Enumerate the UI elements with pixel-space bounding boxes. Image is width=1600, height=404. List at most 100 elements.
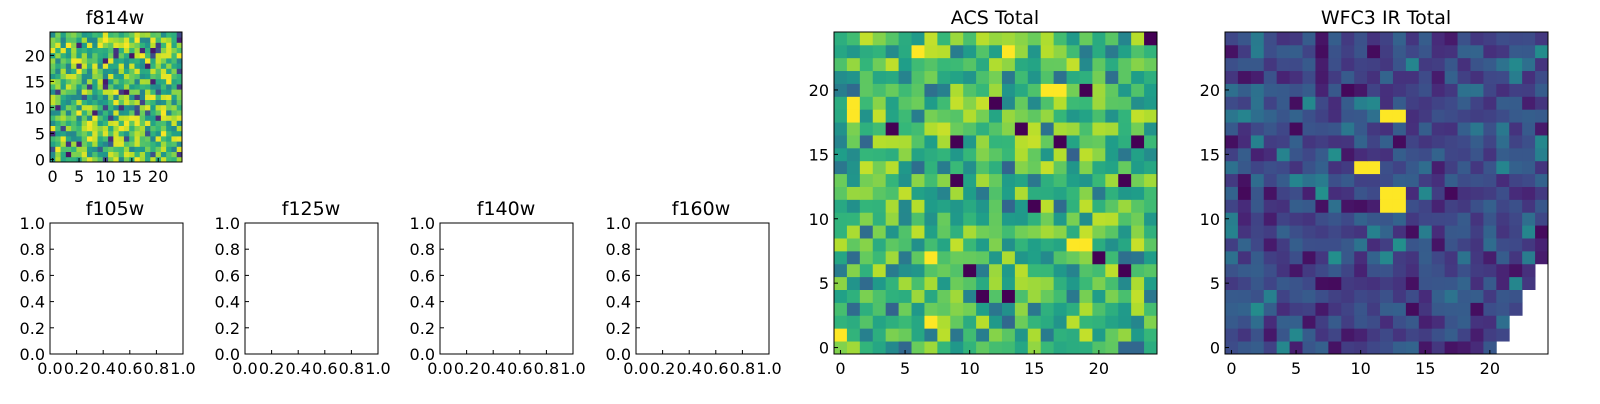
heatmap-cell (1053, 57, 1067, 72)
heatmap-cell (97, 115, 104, 121)
heatmap-cell (113, 52, 120, 59)
heatmap-cell (97, 130, 104, 137)
heatmap-cell (71, 52, 77, 59)
heatmap-cell (1405, 289, 1420, 303)
heatmap-cell (1131, 238, 1145, 252)
heatmap-cell (846, 57, 861, 72)
x-tick-label: 0.0 (37, 359, 62, 378)
heatmap-cell (1522, 44, 1536, 59)
heatmap-cell (846, 147, 861, 162)
heatmap-cell (1263, 186, 1278, 200)
heatmap-cell (1431, 212, 1446, 226)
heatmap-cell (1250, 135, 1265, 149)
heatmap-cell (898, 83, 912, 97)
heatmap-cell (1105, 32, 1119, 46)
heatmap-cell (1225, 83, 1239, 97)
heatmap-cell (1105, 289, 1119, 303)
heatmap-cell (1522, 32, 1536, 46)
heatmap-cell (1105, 302, 1119, 316)
heatmap-cell (1483, 199, 1497, 213)
heatmap-cell (1496, 199, 1510, 213)
heatmap-cell (1040, 147, 1055, 162)
heatmap-cell (176, 125, 183, 132)
heatmap-cell (885, 186, 899, 200)
heatmap-cell (81, 115, 88, 121)
x-tick-label: 0.2 (64, 359, 89, 378)
heatmap-cell (950, 276, 964, 290)
heatmap-cell (171, 42, 178, 48)
axes-frame-f160w (635, 222, 770, 355)
heatmap-cell (1250, 122, 1265, 136)
heatmap-cell (950, 160, 964, 175)
heatmap-cell (97, 89, 104, 95)
heatmap-cell (71, 156, 77, 163)
heatmap-cell (1535, 122, 1549, 136)
heatmap-cell (911, 96, 925, 110)
heatmap-cell (1522, 57, 1536, 72)
heatmap-cell (55, 115, 61, 121)
heatmap-cell (1263, 250, 1278, 265)
heatmap-cell (1315, 315, 1329, 329)
heatmap-cell (134, 78, 141, 85)
heatmap-cell (1535, 96, 1549, 110)
panel-f160w: f160w 0.0 0.2 0.4 0.6 0.8 1.00.00.20.40.60.81… (606, 198, 782, 378)
heatmap-cell (129, 110, 135, 116)
heatmap-cell (150, 104, 156, 111)
heatmap-cell (911, 225, 925, 239)
heatmap-cell (50, 141, 56, 147)
heatmap-cell (1079, 225, 1093, 239)
heatmap-cell (1367, 70, 1381, 84)
y-tick-label: 10 (809, 210, 829, 229)
heatmap-cell (150, 156, 156, 163)
heatmap-cell (1014, 122, 1029, 136)
heatmap-cell (1354, 302, 1368, 316)
heatmap-cell (1092, 212, 1106, 226)
heatmap-cell (81, 151, 88, 158)
heatmap-cell (76, 99, 83, 106)
heatmap-cell (92, 78, 98, 85)
heatmap-cell (76, 120, 83, 126)
heatmap-cell (1237, 173, 1252, 187)
heatmap-cell (1040, 83, 1055, 97)
heatmap-cell (1001, 135, 1016, 149)
heatmap-cell (65, 58, 72, 64)
heatmap-cell (976, 83, 990, 97)
heatmap-cell (97, 42, 104, 48)
heatmap-cell (1040, 276, 1055, 290)
heatmap-cell (108, 78, 114, 85)
heatmap-cell (1354, 199, 1368, 213)
heatmap-cell (92, 130, 98, 137)
heatmap-cell (1535, 57, 1549, 72)
heatmap-cell (1066, 212, 1080, 226)
heatmap-cell (1237, 289, 1252, 303)
heatmap-cell (1040, 341, 1055, 355)
heatmap-cell (1250, 199, 1265, 213)
heatmap-cell (1027, 135, 1042, 149)
heatmap-cell (1092, 263, 1106, 278)
heatmap-cell (150, 110, 156, 116)
heatmap-cell (1263, 341, 1278, 355)
heatmap-cell (50, 89, 56, 95)
heatmap-cell (81, 130, 88, 137)
heatmap-cell (150, 130, 156, 137)
heatmap-cell (65, 47, 72, 54)
heatmap-cell (160, 151, 167, 158)
heatmap-cell (102, 136, 109, 142)
axes-frame-f105w (49, 222, 184, 355)
heatmap-cell (1354, 263, 1368, 278)
heatmap-cell (950, 250, 964, 265)
heatmap-cell (139, 99, 146, 106)
heatmap-cell (1066, 160, 1080, 175)
heatmap-cell (1522, 238, 1536, 252)
heatmap-cell (155, 78, 162, 85)
heatmap-cell (1509, 263, 1523, 278)
heatmap-cell (834, 328, 848, 342)
heatmap-cell (65, 42, 72, 48)
heatmap-cell (145, 104, 151, 111)
heatmap-cell (134, 89, 141, 95)
heatmap-cell (1535, 160, 1549, 175)
heatmap-cell (76, 84, 83, 90)
heatmap-cell (1079, 238, 1093, 252)
heatmap-cell (118, 47, 125, 54)
heatmap-cell (139, 68, 146, 74)
